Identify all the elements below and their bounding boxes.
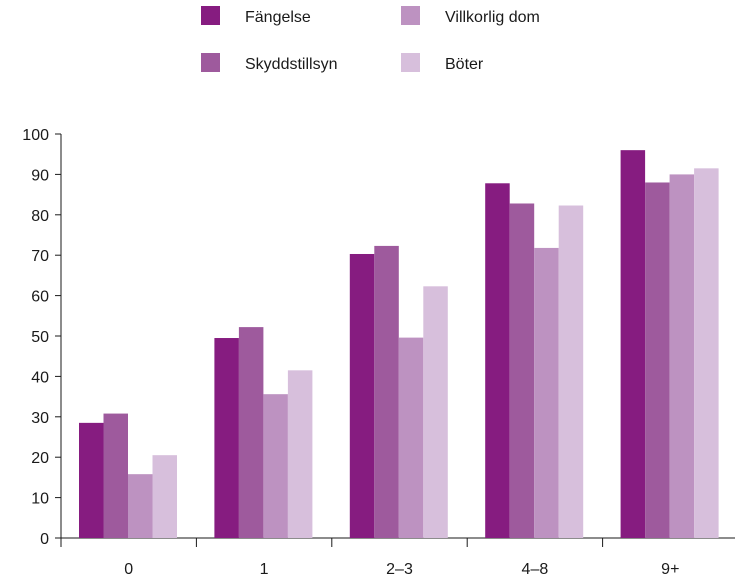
- x-tick-label: 4–8: [522, 561, 549, 578]
- bar: [238, 327, 264, 538]
- bar: [152, 455, 177, 538]
- y-tick-label: 90: [31, 167, 49, 184]
- y-tick-label: 60: [31, 289, 49, 306]
- bar: [103, 413, 128, 538]
- legend-label: Villkorlig dom: [445, 9, 540, 26]
- y-tick-label: 30: [31, 410, 49, 427]
- bar: [534, 247, 559, 539]
- x-tick-label: 1: [260, 561, 269, 578]
- legend-label: Fängelse: [245, 9, 311, 26]
- bar: [349, 253, 375, 538]
- y-tick-label: 10: [31, 491, 49, 508]
- bar: [509, 203, 535, 538]
- bar: [423, 286, 448, 538]
- y-axis: 0 10 20 30 40 50 60 70 80 90 100: [22, 127, 62, 548]
- bar: [128, 474, 153, 538]
- bar: [214, 338, 239, 538]
- legend-swatch: [401, 53, 420, 72]
- y-tick-label: 50: [31, 329, 49, 346]
- y-tick-label: 20: [31, 450, 49, 467]
- bar: [620, 150, 646, 538]
- legend-label: Böter: [445, 56, 484, 73]
- legend-swatch: [201, 6, 220, 25]
- bar: [398, 337, 424, 538]
- bar: [558, 205, 584, 538]
- bar: [645, 182, 670, 539]
- bar: [287, 370, 313, 538]
- x-tick-label: 9+: [661, 561, 679, 578]
- x-tick-label: 2–3: [386, 561, 413, 578]
- y-tick-label: 80: [31, 208, 49, 225]
- bars: [79, 150, 719, 539]
- x-tick-label: 0: [124, 561, 133, 578]
- legend: Fängelse Villkorlig dom Skyddstillsyn Böter: [201, 6, 540, 73]
- y-tick-label: 0: [40, 531, 49, 548]
- legend-swatch: [401, 6, 420, 25]
- bar: [694, 168, 719, 538]
- bar: [485, 183, 510, 538]
- bar: [263, 394, 288, 538]
- legend-swatch: [201, 53, 220, 72]
- x-axis: 0 1 2–3 4–8 9+: [60, 537, 735, 578]
- y-tick-label: 70: [31, 248, 49, 265]
- bar: [374, 245, 399, 538]
- bar: [79, 422, 104, 538]
- bar: [669, 174, 695, 538]
- y-tick-label: 40: [31, 369, 49, 386]
- legend-label: Skyddstillsyn: [245, 56, 337, 73]
- y-tick-label: 100: [22, 127, 49, 144]
